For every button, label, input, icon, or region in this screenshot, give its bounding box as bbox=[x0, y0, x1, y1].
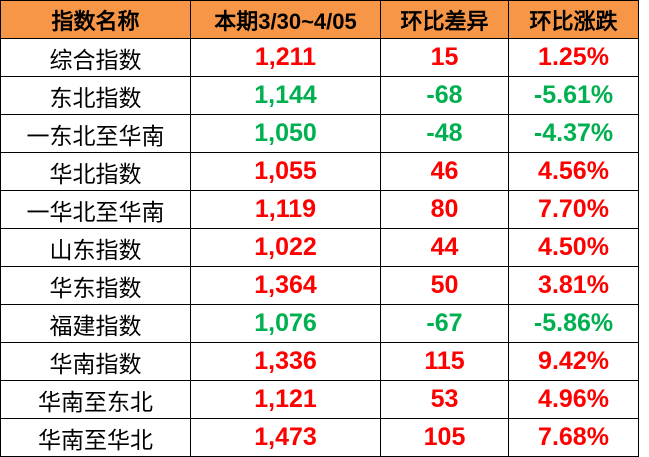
table-row: 综合指数 1,211 15 1.25% bbox=[0, 38, 639, 77]
diff-cell: 105 bbox=[380, 418, 509, 457]
index-name-cell: 华南指数 bbox=[0, 342, 191, 381]
index-name-cell: 华北指数 bbox=[0, 152, 191, 191]
current-value-cell: 1,055 bbox=[190, 152, 381, 191]
current-value-cell: 1,211 bbox=[190, 38, 381, 77]
table-row: 一东北至华南 1,050 -48 -4.37% bbox=[0, 114, 639, 153]
index-table-header: 指数名称 本期3/30~4/05 环比差异 环比涨跌 bbox=[0, 0, 639, 39]
pct-change-cell: 4.50% bbox=[508, 228, 639, 267]
diff-cell: -67 bbox=[380, 304, 509, 343]
table-row: 东北指数 1,144 -68 -5.61% bbox=[0, 76, 639, 115]
header-mom-change: 环比涨跌 bbox=[508, 0, 639, 39]
diff-cell: 115 bbox=[380, 342, 509, 381]
table-row: 福建指数 1,076 -67 -5.86% bbox=[0, 304, 639, 343]
current-value-cell: 1,050 bbox=[190, 114, 381, 153]
diff-cell: 53 bbox=[380, 380, 509, 419]
diff-cell: -68 bbox=[380, 76, 509, 115]
current-value-cell: 1,022 bbox=[190, 228, 381, 267]
table-row: 华北指数 1,055 46 4.56% bbox=[0, 152, 639, 191]
pct-change-cell: 3.81% bbox=[508, 266, 639, 305]
index-table-body: 综合指数 1,211 15 1.25% 东北指数 1,144 -68 -5.61… bbox=[0, 38, 639, 457]
index-name-cell: 华南至东北 bbox=[0, 380, 191, 419]
header-current-period: 本期3/30~4/05 bbox=[190, 0, 381, 39]
index-name-cell: 一东北至华南 bbox=[0, 114, 191, 153]
index-name-cell: 华南至华北 bbox=[0, 418, 191, 457]
header-index-name: 指数名称 bbox=[0, 0, 191, 39]
diff-cell: 50 bbox=[380, 266, 509, 305]
table-row: 一华北至华南 1,119 80 7.70% bbox=[0, 190, 639, 229]
current-value-cell: 1,364 bbox=[190, 266, 381, 305]
current-value-cell: 1,121 bbox=[190, 380, 381, 419]
current-value-cell: 1,473 bbox=[190, 418, 381, 457]
diff-cell: 46 bbox=[380, 152, 509, 191]
table-row: 华东指数 1,364 50 3.81% bbox=[0, 266, 639, 305]
index-name-cell: 华东指数 bbox=[0, 266, 191, 305]
index-name-cell: 福建指数 bbox=[0, 304, 191, 343]
table-row: 山东指数 1,022 44 4.50% bbox=[0, 228, 639, 267]
pct-change-cell: 7.70% bbox=[508, 190, 639, 229]
pct-change-cell: -5.61% bbox=[508, 76, 639, 115]
current-value-cell: 1,119 bbox=[190, 190, 381, 229]
pct-change-cell: 7.68% bbox=[508, 418, 639, 457]
diff-cell: 80 bbox=[380, 190, 509, 229]
diff-cell: -48 bbox=[380, 114, 509, 153]
pct-change-cell: 4.56% bbox=[508, 152, 639, 191]
pct-change-cell: 1.25% bbox=[508, 38, 639, 77]
index-name-cell: 一华北至华南 bbox=[0, 190, 191, 229]
pct-change-cell: 4.96% bbox=[508, 380, 639, 419]
pct-change-cell: 9.42% bbox=[508, 342, 639, 381]
index-name-cell: 东北指数 bbox=[0, 76, 191, 115]
header-mom-difference: 环比差异 bbox=[380, 0, 509, 39]
current-value-cell: 1,076 bbox=[190, 304, 381, 343]
table-row: 华南至东北 1,121 53 4.96% bbox=[0, 380, 639, 419]
current-value-cell: 1,144 bbox=[190, 76, 381, 115]
index-name-cell: 山东指数 bbox=[0, 228, 191, 267]
current-value-cell: 1,336 bbox=[190, 342, 381, 381]
index-name-cell: 综合指数 bbox=[0, 38, 191, 77]
diff-cell: 15 bbox=[380, 38, 509, 77]
pct-change-cell: -5.86% bbox=[508, 304, 639, 343]
table-row: 华南指数 1,336 115 9.42% bbox=[0, 342, 639, 381]
table-row: 华南至华北 1,473 105 7.68% bbox=[0, 418, 639, 457]
header-row: 指数名称 本期3/30~4/05 环比差异 环比涨跌 bbox=[0, 0, 639, 39]
diff-cell: 44 bbox=[380, 228, 509, 267]
pct-change-cell: -4.37% bbox=[508, 114, 639, 153]
